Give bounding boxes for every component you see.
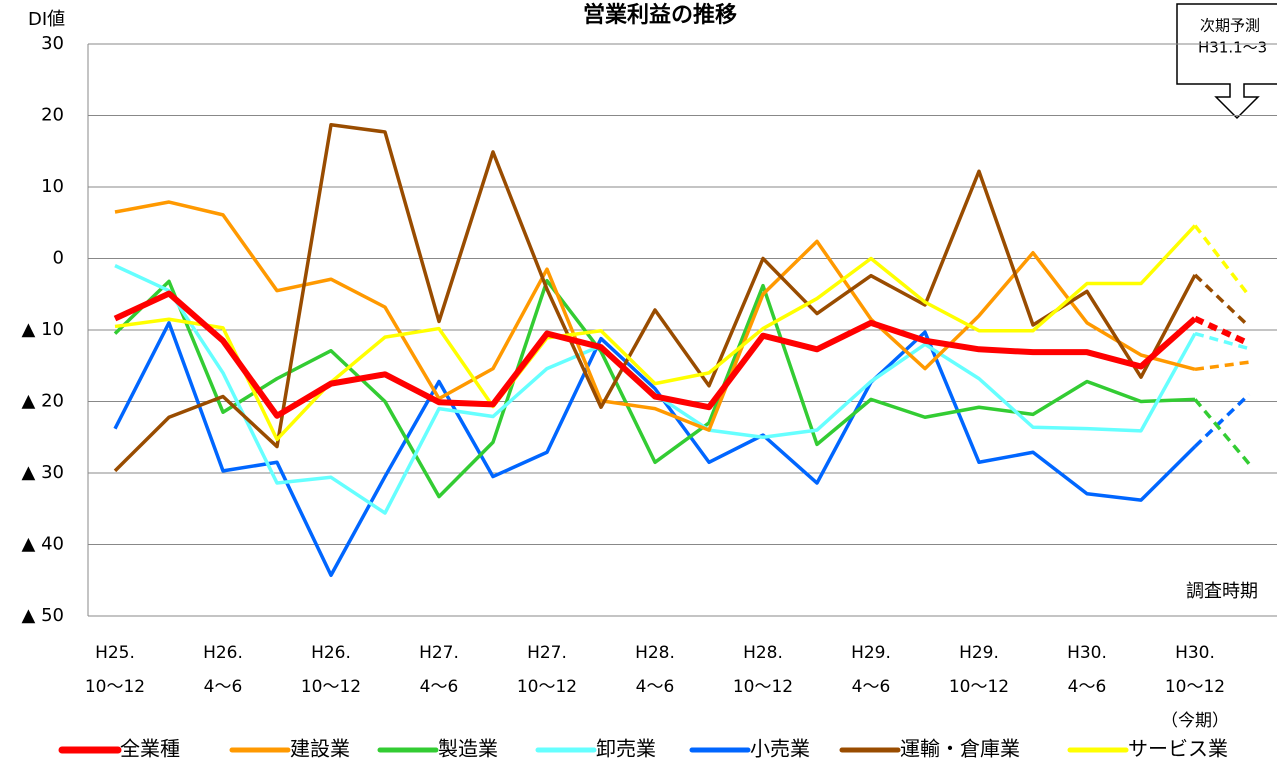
- legend-label: 運輸・倉庫業: [900, 737, 1020, 761]
- y-tick-label: ▲ 50: [22, 605, 64, 626]
- y-tick-label: ▲ 40: [22, 534, 64, 555]
- legend-label: 卸売業: [596, 737, 656, 761]
- y-tick-label: ▲ 10: [22, 319, 64, 340]
- series-line: [113, 123, 1197, 473]
- series-line: [113, 321, 1197, 577]
- callout-text: 次期予測: [1200, 17, 1260, 35]
- x-tick-label: H27. 4〜6: [419, 643, 459, 697]
- forecast-line: [1193, 398, 1251, 465]
- y-tick-label: 10: [41, 176, 64, 197]
- callout-box: [1176, 3, 1277, 120]
- x-tick-label: H27. 10〜12: [516, 643, 578, 697]
- x-tick-label: H29. 10〜12: [948, 643, 1010, 697]
- forecast-line: [1194, 360, 1250, 372]
- x-tick-label: H28. 10〜12: [732, 643, 794, 697]
- x-axis-label: 調査時期: [1186, 581, 1258, 602]
- forecast-line: [1193, 393, 1251, 448]
- forecast-line: [1193, 315, 1251, 347]
- x-tick-label: H30. 10〜12 （今期）: [1161, 643, 1229, 731]
- x-tick-label: H30. 4〜6: [1067, 643, 1107, 697]
- forecast-line: [1193, 224, 1251, 297]
- x-tick-label: H26. 4〜6: [203, 643, 243, 697]
- legend-label: 全業種: [120, 737, 180, 761]
- chart-title: 営業利益の推移: [583, 2, 737, 28]
- forecast-line: [1193, 273, 1251, 328]
- forecast-line: [1194, 331, 1250, 351]
- x-tick-label: H25. 10〜12: [84, 643, 146, 697]
- series-line: [114, 224, 1197, 442]
- y-axis-label: DI値: [28, 9, 65, 30]
- legend-label: 建設業: [290, 737, 350, 761]
- legend-label: 製造業: [438, 737, 498, 761]
- y-tick-label: ▲ 30: [22, 462, 64, 483]
- x-tick-label: H28. 4〜6: [635, 643, 675, 697]
- x-tick-label: H26. 10〜12: [300, 643, 362, 697]
- x-tick-label: H29. 4〜6: [851, 643, 891, 697]
- callout-text: H31.1〜3: [1198, 39, 1267, 57]
- y-tick-label: 20: [41, 105, 64, 126]
- legend-label: 小売業: [750, 737, 810, 761]
- series-line: [113, 290, 1197, 419]
- y-tick-label: 0: [53, 248, 64, 269]
- y-tick-label: ▲ 20: [22, 391, 64, 412]
- y-tick-label: 30: [41, 33, 64, 54]
- legend-label: サービス業: [1128, 737, 1228, 761]
